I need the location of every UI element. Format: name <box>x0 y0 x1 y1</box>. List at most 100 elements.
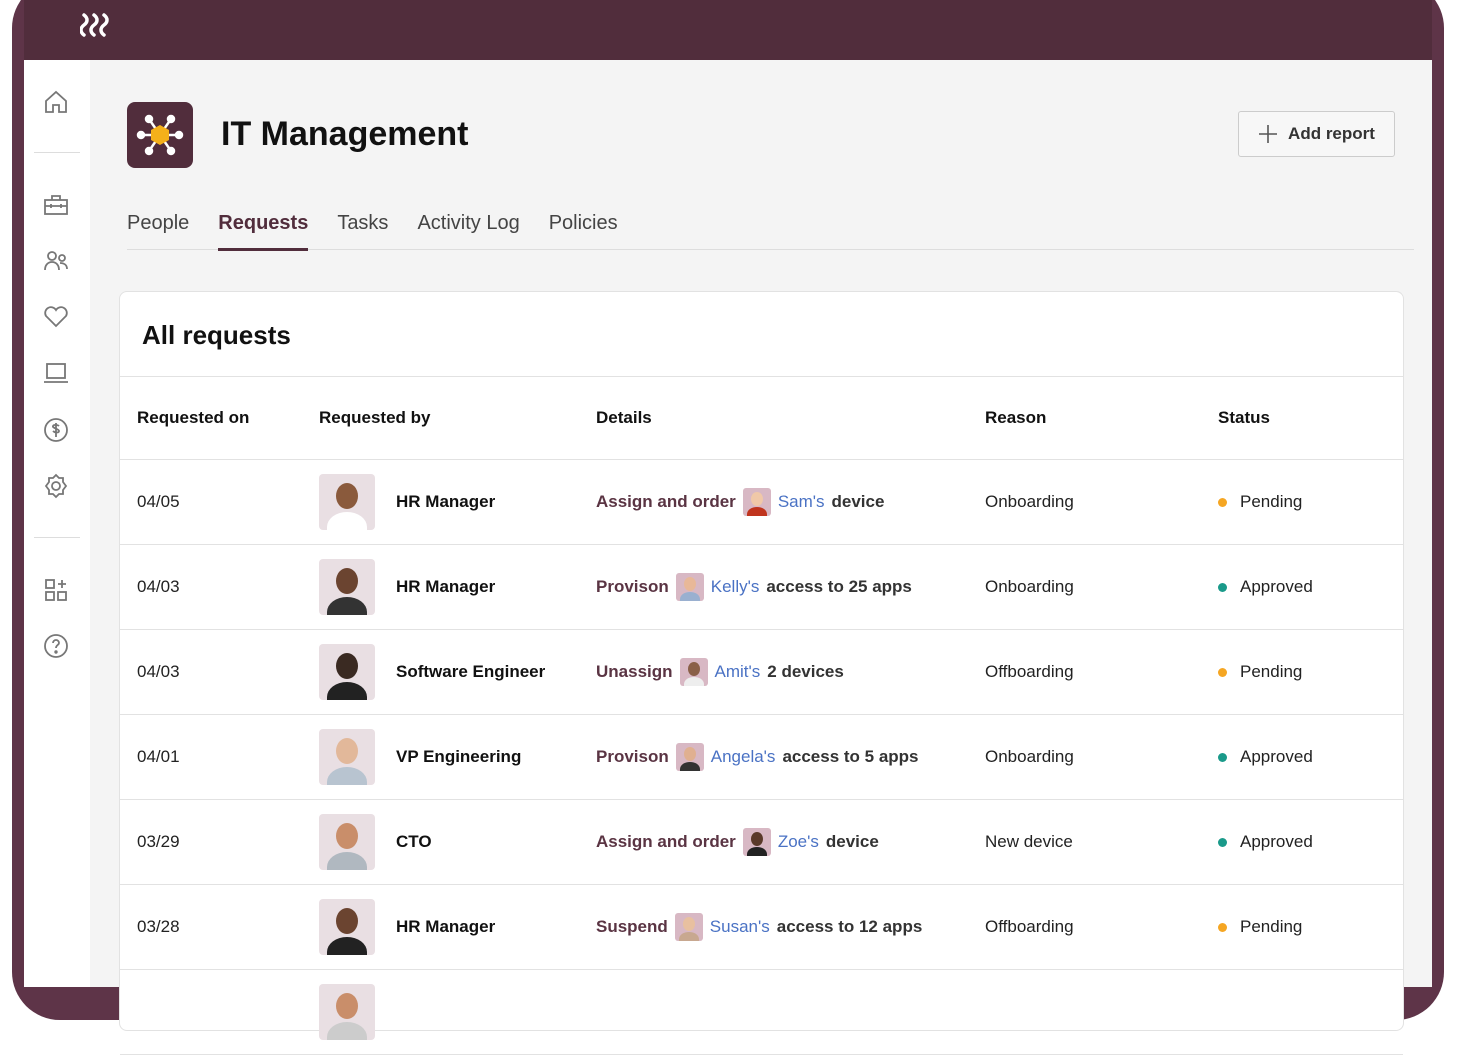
avatar <box>319 644 375 700</box>
requested-by: Software Engineer <box>319 630 545 714</box>
table-row[interactable]: 03/28 HR Manager Suspend Susan's access to… <box>120 885 1403 970</box>
person-link[interactable]: Zoe's <box>777 832 819 851</box>
request-action: Assign and order <box>596 832 736 851</box>
table-row[interactable]: 04/01 VP Engineering Provison Angela's acc… <box>120 715 1403 800</box>
request-object: device <box>831 492 885 511</box>
dollar-icon[interactable] <box>42 416 70 444</box>
request-object: access to 25 apps <box>766 577 912 596</box>
status-badge: Pending <box>1218 885 1302 969</box>
requested-on: 03/29 <box>137 832 180 851</box>
avatar <box>319 814 375 870</box>
request-object: access to 12 apps <box>776 917 923 936</box>
requested-by: HR Manager <box>319 460 495 544</box>
table-header: Requested on Requested by Details Reason… <box>120 376 1403 460</box>
tab-policies[interactable]: Policies <box>548 212 618 234</box>
status-badge: Approved <box>1218 545 1313 629</box>
table-row[interactable]: 04/03 Software Engineer Unassign Amit's 2 … <box>120 630 1403 715</box>
people-icon[interactable] <box>42 247 70 275</box>
plus-icon <box>1259 125 1278 143</box>
details: Suspend Susan's access to 12 apps <box>596 885 922 969</box>
tab-requests[interactable]: Requests <box>218 210 309 251</box>
table-row[interactable]: 04/05 HR Manager Assign and order Sam's de… <box>120 460 1403 545</box>
status-dot-icon <box>1218 582 1227 592</box>
request-action: Provison <box>596 577 669 596</box>
avatar <box>742 488 771 516</box>
person-link[interactable]: Susan's <box>709 917 770 936</box>
avatar <box>679 658 708 686</box>
requester-role: Software Engineer <box>396 662 546 681</box>
status-label: Approved <box>1240 747 1313 766</box>
tab-activity-log[interactable]: Activity Log <box>417 212 520 234</box>
reason: Onboarding <box>985 747 1074 766</box>
column-header[interactable]: Requested by <box>319 408 431 427</box>
requester-role: HR Manager <box>396 492 496 511</box>
requester-role: VP Engineering <box>396 747 522 766</box>
status-label: Approved <box>1240 577 1313 596</box>
requested-on: 04/01 <box>137 747 180 766</box>
avatar <box>674 913 703 941</box>
column-header[interactable]: Reason <box>985 408 1047 427</box>
rippling-logo[interactable] <box>79 12 112 45</box>
details: Provison Kelly's access to 25 apps <box>596 545 912 629</box>
reason: Offboarding <box>985 917 1074 936</box>
requests-card: All requests Requested on Requested by D… <box>119 291 1404 1055</box>
details: Unassign Amit's 2 devices <box>596 630 844 714</box>
status-badge: Approved <box>1218 800 1313 884</box>
column-header[interactable]: Details <box>596 408 652 427</box>
details: Assign and order Zoe's device <box>596 800 879 884</box>
tab-tasks[interactable]: Tasks <box>337 212 389 234</box>
status-badge: Pending <box>1218 630 1302 714</box>
requested-on: 04/03 <box>137 577 180 596</box>
request-object: access to 5 apps <box>782 747 919 766</box>
it-management-app-icon <box>127 102 193 168</box>
status-badge: Pending <box>1218 460 1302 544</box>
status-dot-icon <box>1218 497 1227 507</box>
tab-people[interactable]: People <box>127 212 190 234</box>
column-header[interactable]: Requested on <box>137 408 250 427</box>
tab-bar: People Requests Tasks Activity Log Policies <box>127 210 1414 251</box>
requester-role: HR Manager <box>396 917 496 936</box>
request-action: Provison <box>596 747 669 766</box>
avatar <box>319 729 375 785</box>
requested-by: HR Manager <box>319 545 495 629</box>
status-label: Approved <box>1240 832 1313 851</box>
request-action: Suspend <box>596 917 668 936</box>
requested-on: 03/28 <box>137 917 180 936</box>
laptop-icon[interactable] <box>42 359 70 387</box>
requester-role: CTO <box>396 832 432 851</box>
request-object: 2 devices <box>767 662 844 681</box>
requested-by <box>319 970 389 1054</box>
person-link[interactable]: Sam's <box>777 492 825 511</box>
person-link[interactable]: Angela's <box>710 747 776 766</box>
request-action: Assign and order <box>596 492 736 511</box>
person-link[interactable]: Amit's <box>714 662 761 681</box>
status-label: Pending <box>1240 492 1303 511</box>
column-header[interactable]: Status <box>1218 408 1270 427</box>
avatar <box>319 474 375 530</box>
page-title: IT Management <box>221 115 469 153</box>
reason: Onboarding <box>985 492 1074 511</box>
avatar <box>319 899 375 955</box>
home-icon[interactable] <box>42 88 70 116</box>
reason: Onboarding <box>985 577 1074 596</box>
apps-add-icon[interactable] <box>42 576 70 604</box>
avatar <box>675 573 704 601</box>
person-link[interactable]: Kelly's <box>710 577 760 596</box>
add-report-button[interactable]: Add report <box>1238 111 1395 157</box>
avatar <box>319 984 375 1040</box>
request-action: Unassign <box>596 662 673 681</box>
requested-on: 04/03 <box>137 662 180 681</box>
table-row[interactable] <box>120 970 1403 1055</box>
divider <box>34 537 80 538</box>
heart-icon[interactable] <box>42 303 70 331</box>
table-row[interactable]: 03/29 CTO Assign and order Zoe's device Ne… <box>120 800 1403 885</box>
requested-by: CTO <box>319 800 432 884</box>
table-row[interactable]: 04/03 HR Manager Provison Kelly's access t… <box>120 545 1403 630</box>
requester-role: HR Manager <box>396 577 496 596</box>
requested-by: HR Manager <box>319 885 495 969</box>
reason: Offboarding <box>985 662 1074 681</box>
divider <box>34 152 80 153</box>
gear-icon[interactable] <box>42 472 70 500</box>
help-icon[interactable] <box>42 632 70 660</box>
briefcase-icon[interactable] <box>42 191 70 219</box>
